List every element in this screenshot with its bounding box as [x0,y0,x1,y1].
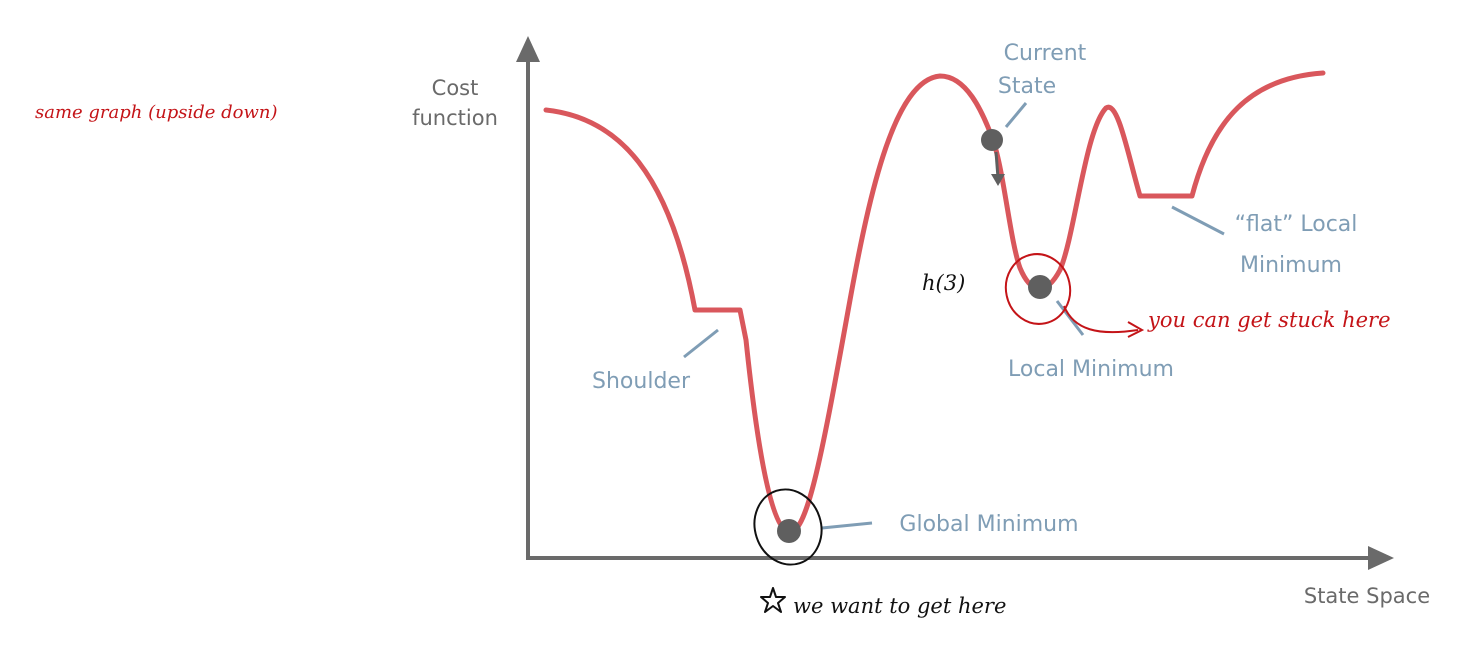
flat-local-leader [1171,205,1225,236]
y-axis-label-line2: function [412,106,498,130]
global-minimum-label: Global Minimum [899,512,1078,537]
local-minimum-label: Local Minimum [1008,357,1174,382]
local-minimum-circle [1004,253,1072,325]
arrow-right-icon [1127,321,1145,338]
y-axis-arrowhead [516,36,540,62]
shoulder-label: Shoulder [592,369,691,394]
local-minimum-point [1028,275,1052,299]
shoulder-leader [683,328,719,359]
h3-annotation: h(3) [922,271,965,295]
current-state-leader [1004,102,1028,128]
flat-local-minimum-label-line2: Minimum [1240,253,1342,278]
y-axis-label-line1: Cost [432,76,479,100]
arrow-down-icon [991,151,1005,186]
leader-lines [683,102,1225,530]
axes [516,36,1394,570]
flat-local-minimum-label-line1: “flat” Local [1235,212,1358,237]
same-graph-annotation: same graph (upside down) [35,102,278,123]
stuck-arrow-line [1063,305,1139,334]
global-minimum-point [777,519,801,543]
x-axis-label: State Space [1304,584,1430,608]
global-minimum-leader [821,521,873,530]
star-icon [760,587,786,613]
global-minimum-circle [753,488,823,566]
stuck-annotation: you can get stuck here [1147,308,1391,332]
cost-curve [543,70,1326,536]
current-state-point [981,129,1003,151]
get-here-annotation: we want to get here [793,594,1006,618]
local-minimum-leader [1055,300,1085,336]
x-axis-arrowhead [1368,546,1394,570]
current-state-label-line2: State [998,74,1056,99]
current-state-label-line1: Current [1004,41,1087,66]
